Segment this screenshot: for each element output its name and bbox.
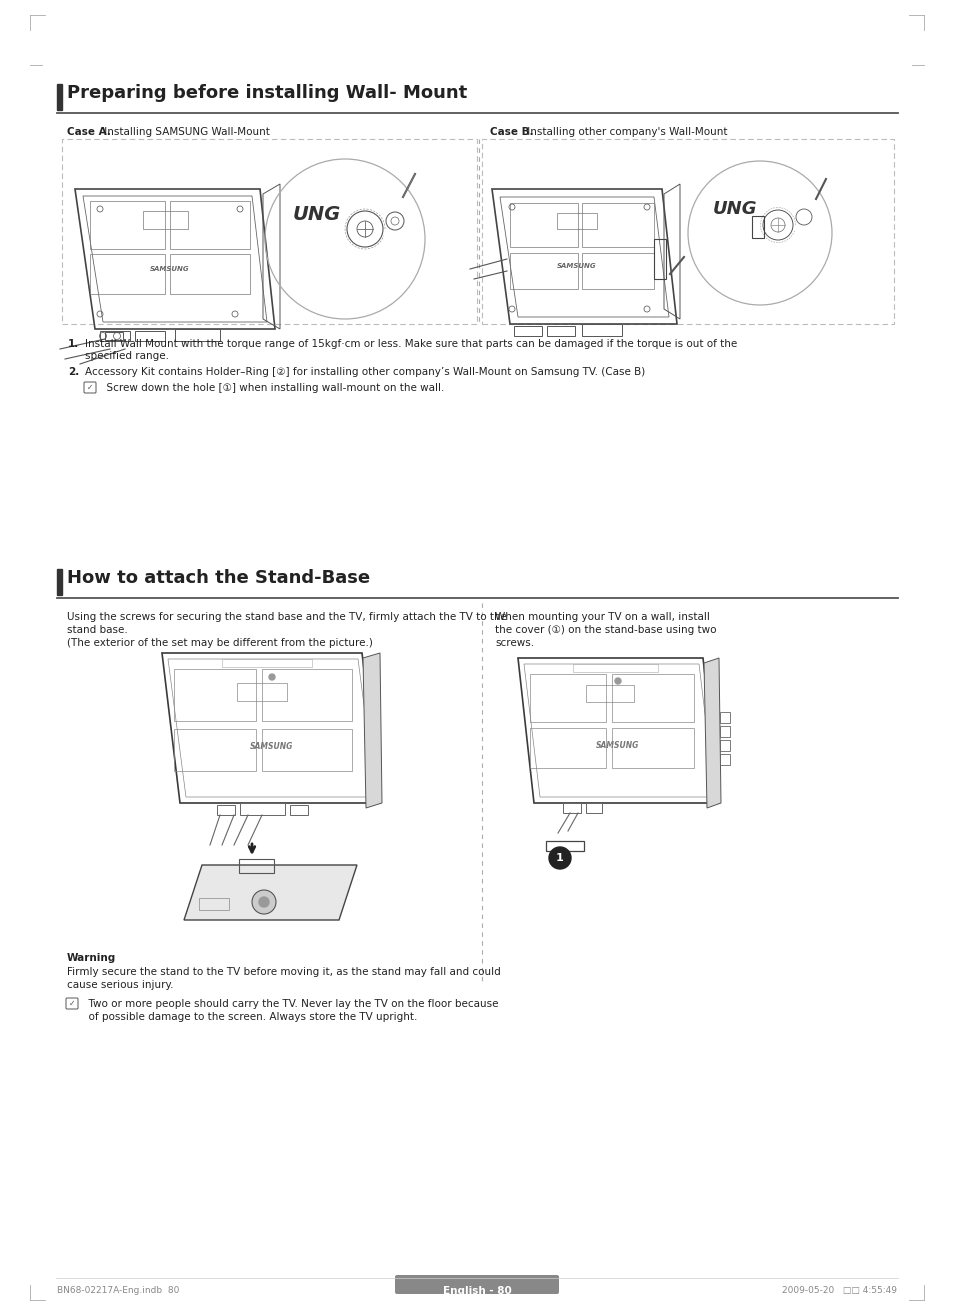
Text: SAMSUNG: SAMSUNG [596, 740, 639, 750]
Bar [720, 711, 729, 723]
Bar [135, 331, 165, 341]
Text: Warning: Warning [67, 953, 116, 963]
Bar [105, 331, 123, 341]
Polygon shape [363, 654, 381, 807]
Text: SAMSUNG: SAMSUNG [250, 742, 294, 751]
Bar [510, 252, 578, 289]
Text: ✓: ✓ [69, 999, 75, 1009]
Bar [240, 803, 285, 815]
Text: Using the screws for securing the stand base and the TV, firmly attach the TV to: Using the screws for securing the stand … [67, 611, 506, 622]
Bar [262, 669, 352, 721]
Bar [216, 805, 234, 815]
Bar [562, 803, 580, 813]
Text: Installing SAMSUNG Wall-Mount: Installing SAMSUNG Wall-Mount [101, 128, 270, 137]
Text: When mounting your TV on a wall, install: When mounting your TV on a wall, install [495, 611, 709, 622]
Text: Accessory Kit contains Holder–Ring [②] for installing other company’s Wall-Mount: Accessory Kit contains Holder–Ring [②] f… [85, 367, 644, 377]
FancyBboxPatch shape [84, 381, 96, 393]
Text: cause serious injury.: cause serious injury. [67, 980, 173, 990]
Bar [236, 682, 287, 701]
Bar [573, 664, 658, 672]
FancyBboxPatch shape [66, 998, 78, 1009]
Bar [612, 675, 693, 722]
Polygon shape [184, 865, 356, 920]
Text: UNG: UNG [293, 205, 341, 224]
Text: How to attach the Stand-Base: How to attach the Stand-Base [67, 569, 370, 586]
FancyBboxPatch shape [395, 1276, 558, 1294]
Bar [654, 239, 665, 279]
Bar [720, 753, 729, 765]
Text: Preparing before installing Wall- Mount: Preparing before installing Wall- Mount [67, 84, 467, 103]
Circle shape [615, 679, 620, 684]
Text: UNG: UNG [712, 200, 757, 218]
Text: Installing other company's Wall-Mount: Installing other company's Wall-Mount [523, 128, 727, 137]
Bar [90, 201, 165, 249]
Text: English - 80: English - 80 [442, 1286, 511, 1297]
Bar [720, 726, 729, 736]
Bar [90, 254, 165, 295]
Text: BN68-02217A-Eng.indb  80: BN68-02217A-Eng.indb 80 [57, 1286, 179, 1295]
Text: specified range.: specified range. [85, 351, 169, 362]
Bar [585, 803, 601, 813]
Bar [290, 805, 308, 815]
Bar [57, 84, 62, 110]
Polygon shape [703, 658, 720, 807]
Text: the cover (①) on the stand-base using two: the cover (①) on the stand-base using tw… [495, 625, 716, 635]
Bar [581, 252, 654, 289]
Bar [199, 898, 229, 910]
Text: 2009-05-20   □□ 4:55:49: 2009-05-20 □□ 4:55:49 [781, 1286, 896, 1295]
Text: SAMSUNG: SAMSUNG [150, 266, 190, 272]
Bar [530, 729, 605, 768]
Circle shape [269, 675, 274, 680]
Bar [751, 216, 763, 238]
Circle shape [252, 890, 275, 914]
Bar [173, 729, 255, 771]
Text: 1.: 1. [68, 339, 79, 348]
Bar [530, 675, 605, 722]
Text: Two or more people should carry the TV. Never lay the TV on the floor because: Two or more people should carry the TV. … [82, 999, 498, 1009]
Text: Firmly secure the stand to the TV before moving it, as the stand may fall and co: Firmly secure the stand to the TV before… [67, 967, 500, 977]
Text: 2.: 2. [68, 367, 79, 377]
Bar [510, 203, 578, 247]
Bar [581, 203, 654, 247]
Bar [170, 254, 250, 295]
Bar [222, 659, 312, 667]
Text: (The exterior of the set may be different from the picture.): (The exterior of the set may be differen… [67, 638, 373, 648]
Circle shape [548, 847, 571, 869]
Bar [581, 323, 621, 337]
Text: Case B.: Case B. [490, 128, 533, 137]
Bar [514, 326, 541, 337]
Text: Screw down the hole [①] when installing wall-mount on the wall.: Screw down the hole [①] when installing … [100, 383, 444, 393]
Bar [57, 569, 62, 594]
Bar [239, 859, 274, 873]
Bar [143, 210, 188, 229]
Bar [612, 729, 693, 768]
Bar [173, 669, 255, 721]
Bar [170, 201, 250, 249]
Text: screws.: screws. [495, 638, 534, 648]
Bar [557, 213, 597, 229]
Bar [546, 326, 575, 337]
Bar [720, 740, 729, 751]
Text: Case A.: Case A. [67, 128, 111, 137]
Text: SAMSUNG: SAMSUNG [557, 263, 597, 270]
Bar [262, 729, 352, 771]
Circle shape [258, 897, 269, 907]
Bar [481, 139, 893, 323]
Bar [100, 331, 130, 341]
Text: Install Wall Mount with the torque range of 15kgf·cm or less. Make sure that par: Install Wall Mount with the torque range… [85, 339, 737, 348]
Text: 1: 1 [556, 853, 563, 863]
Text: stand base.: stand base. [67, 625, 128, 635]
Bar [174, 329, 220, 341]
Bar [545, 842, 583, 851]
Bar [62, 139, 476, 323]
Text: ✓: ✓ [87, 383, 93, 392]
Text: of possible damage to the screen. Always store the TV upright.: of possible damage to the screen. Always… [82, 1013, 417, 1022]
Bar [585, 685, 634, 702]
